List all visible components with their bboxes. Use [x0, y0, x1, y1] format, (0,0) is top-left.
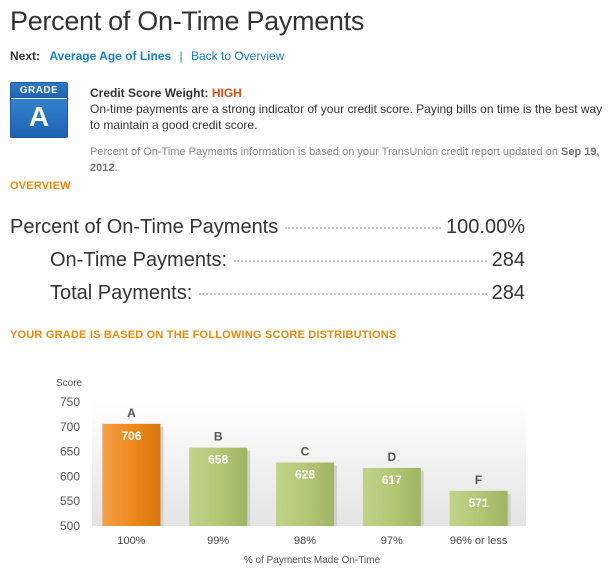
metric-label: Percent of On-Time Payments: [10, 216, 279, 238]
x-tick-label: 98%: [294, 535, 316, 547]
source-date: Sep 19, 2012: [90, 146, 600, 174]
metric-label: Total Payments:: [50, 282, 193, 304]
grade-letter: A: [28, 101, 50, 132]
weight-label: Credit Score Weight:: [90, 86, 209, 100]
nav-separator: |: [179, 49, 183, 63]
overview-heading: OVERVIEW: [10, 180, 71, 192]
metric-row-percent: Percent of On-Time Payments 100.00%: [10, 216, 525, 239]
source-end: .: [114, 162, 118, 174]
x-tick-label: 100%: [117, 535, 145, 547]
bar-grade-label: A: [127, 406, 136, 420]
y-tick-label: 650: [60, 445, 80, 459]
y-tick-label: 550: [60, 494, 80, 508]
page-title: Percent of On-Time Payments: [10, 6, 365, 36]
x-tick-label: 99%: [207, 535, 229, 547]
metric-label: On-Time Payments:: [50, 249, 228, 271]
source-note: Percent of On-Time Payments information …: [90, 144, 605, 176]
bar-value-label: 706: [121, 429, 141, 443]
grade-label: GRADE: [11, 83, 67, 99]
metric-row-total: Total Payments: 284: [50, 282, 525, 305]
next-label: Next:: [10, 49, 41, 63]
leader-dots: [285, 227, 442, 229]
distribution-heading: YOUR GRADE IS BASED ON THE FOLLOWING SCO…: [10, 329, 397, 341]
bar-value-label: 658: [208, 453, 228, 467]
leader-dots: [199, 293, 487, 295]
bar-grade-label: D: [387, 450, 396, 464]
next-navigation: Next: Average Age of Lines | Back to Ove…: [10, 49, 284, 63]
y-tick-label: 750: [60, 395, 80, 409]
y-tick-label: 700: [60, 420, 80, 434]
description: On-time payments are a strong indicator …: [90, 102, 603, 132]
bar-value-label: 628: [295, 468, 315, 482]
metric-row-on-time: On-Time Payments: 284: [50, 249, 525, 272]
metric-value: 100.00%: [446, 216, 525, 238]
y-tick-label: 600: [60, 469, 80, 483]
bar-grade-label: B: [214, 430, 223, 444]
leader-dots: [234, 260, 487, 262]
score-distribution-chart: Score 750 700 650 600 550 500 A 706 B 658 C 628 D 61…: [56, 378, 526, 566]
grade-badge: GRADE A: [10, 82, 68, 138]
bar: [189, 447, 248, 526]
x-tick-label: 97%: [381, 535, 403, 547]
credit-score-weight: Credit Score Weight: HIGH: [90, 86, 242, 100]
x-tick-label: 96% or less: [450, 535, 508, 547]
weight-value: HIGH: [211, 86, 242, 100]
bar: [362, 467, 421, 526]
y-tick-label: 500: [60, 519, 80, 533]
bar-value-label: 617: [382, 473, 402, 487]
x-axis-label: % of Payments Made On-Time: [244, 555, 381, 566]
bar: [449, 490, 508, 526]
bar-grade-label: F: [475, 473, 482, 487]
bar-value-label: 571: [469, 496, 489, 510]
next-link-average-age-of-lines[interactable]: Average Age of Lines: [49, 49, 172, 63]
bar-grade-label: C: [301, 445, 310, 459]
bar: [102, 423, 161, 526]
metric-value: 284: [491, 282, 525, 304]
y-axis-label: Score: [56, 378, 83, 389]
source-text: Percent of On-Time Payments information …: [90, 146, 558, 158]
back-to-overview-link[interactable]: Back to Overview: [190, 49, 285, 63]
bar: [276, 462, 334, 526]
metric-value: 284: [491, 249, 525, 271]
